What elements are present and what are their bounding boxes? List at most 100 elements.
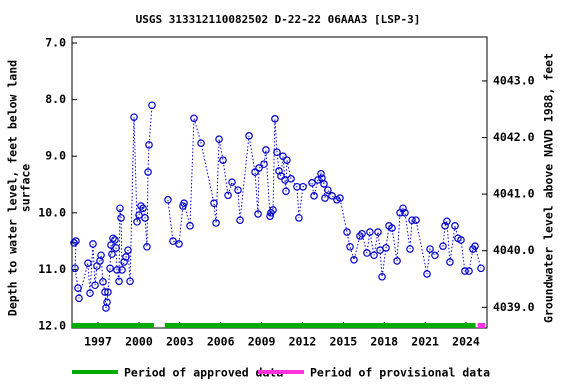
- data-point: [399, 204, 407, 213]
- data-point: [245, 132, 253, 140]
- y2-tick-label: 4042.0: [493, 130, 535, 144]
- data-point: [465, 267, 473, 275]
- data-point: [145, 141, 153, 149]
- period-bar: [477, 323, 486, 328]
- y-tick-label: 7.0: [45, 36, 66, 50]
- data-point: [109, 234, 117, 243]
- data-point: [279, 152, 287, 161]
- data-point: [106, 264, 114, 273]
- data-point: [328, 192, 336, 200]
- plot-frame: [71, 36, 488, 329]
- data-point: [446, 258, 454, 266]
- data-point: [457, 236, 465, 244]
- data-point: [314, 176, 322, 184]
- data-point: [254, 210, 262, 218]
- data-point: [72, 237, 80, 245]
- data-point: [164, 195, 172, 204]
- y2-tick-label: 4043.0: [493, 73, 535, 87]
- data-point: [451, 222, 459, 230]
- data-point: [224, 191, 232, 200]
- data-point: [271, 115, 279, 123]
- data-point: [212, 219, 220, 227]
- data-point: [148, 101, 156, 110]
- y-tick-label: 11.0: [38, 262, 66, 276]
- data-point: [317, 169, 325, 178]
- data-point: [91, 281, 99, 290]
- data-point: [262, 146, 270, 154]
- y2-axis-label: Groundwater level above NAVD 1988, feet: [542, 53, 556, 323]
- data-point: [283, 156, 291, 164]
- y-tick-label: 9.0: [45, 149, 66, 163]
- x-tick-label: 2015: [329, 335, 357, 349]
- data-point: [356, 232, 364, 240]
- data-point: [282, 187, 290, 196]
- data-point: [439, 242, 447, 250]
- data-point: [71, 264, 79, 273]
- data-point: [295, 214, 303, 222]
- data-point: [122, 253, 130, 261]
- data-point: [363, 249, 371, 257]
- data-point: [406, 245, 414, 253]
- data-point: [234, 186, 242, 194]
- data-point: [255, 164, 263, 172]
- data-point: [343, 228, 351, 236]
- period-bar: [72, 323, 154, 328]
- data-point: [120, 258, 128, 266]
- x-tick-label: 2018: [370, 335, 398, 349]
- data-point: [277, 172, 285, 180]
- legend-label: Period of provisional data: [310, 366, 490, 380]
- data-point: [112, 244, 120, 252]
- data-point: [101, 288, 109, 296]
- data-point: [382, 244, 390, 252]
- period-bar: [164, 323, 476, 328]
- data-point: [350, 255, 358, 264]
- data-point: [273, 148, 281, 157]
- data-point: [219, 156, 227, 164]
- x-tick-label: 2012: [289, 335, 317, 349]
- data-point: [324, 186, 332, 194]
- data-point: [143, 242, 151, 251]
- data-point: [408, 216, 416, 224]
- data-point: [118, 266, 126, 274]
- legend-label: Period of approved data: [124, 366, 283, 380]
- data-point: [113, 266, 121, 274]
- data-point: [141, 214, 149, 222]
- data-point: [175, 240, 183, 248]
- data-point: [310, 192, 318, 200]
- data-point: [370, 251, 378, 260]
- y-tick-label: 12.0: [38, 319, 66, 333]
- data-point: [117, 214, 125, 222]
- data-point: [443, 217, 451, 226]
- data-point: [308, 179, 316, 187]
- x-tick-label: 2006: [207, 335, 235, 349]
- y-axis-label: Depth to water level, feet below land: [6, 60, 20, 316]
- data-point: [115, 277, 123, 286]
- data-point: [236, 216, 244, 224]
- data-point: [299, 182, 307, 191]
- data-point: [116, 204, 124, 213]
- data-point: [124, 246, 132, 254]
- y-tick-label: 8.0: [45, 92, 66, 106]
- x-tick-label: 2009: [248, 335, 276, 349]
- data-point: [133, 218, 141, 226]
- data-point: [97, 251, 105, 260]
- data-point: [89, 240, 97, 248]
- data-point: [139, 204, 147, 213]
- data-point: [104, 288, 112, 296]
- data-point: [70, 238, 78, 247]
- data-point: [374, 228, 382, 236]
- data-point: [426, 245, 434, 253]
- y2-tick-label: 4039.0: [493, 300, 535, 314]
- data-point: [346, 242, 354, 251]
- x-tick-label: 2021: [411, 335, 439, 349]
- data-point: [423, 270, 431, 278]
- data-point: [215, 135, 223, 144]
- data-point: [180, 199, 188, 207]
- data-point: [144, 168, 152, 176]
- x-tick-label: 2024: [452, 335, 480, 349]
- data-point: [366, 228, 374, 236]
- data-point: [190, 114, 198, 123]
- data-point: [137, 202, 145, 210]
- data-point: [111, 236, 119, 244]
